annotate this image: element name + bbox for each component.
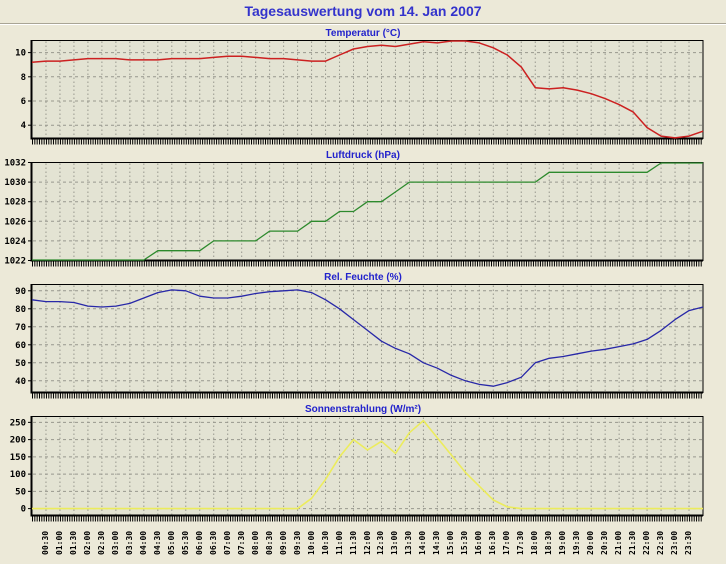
time-label: 04:00: [138, 530, 148, 555]
y-tick-label: 1026: [4, 217, 26, 227]
header-divider: [0, 23, 726, 25]
time-label: 13:30: [404, 530, 414, 555]
time-label: 11:30: [348, 530, 358, 555]
time-label: 18:00: [530, 530, 540, 555]
page-header: Tagesauswertung vom 14. Jan 2007: [0, 0, 726, 23]
chart-temperatur: Temperatur (°C) 4 6 8 10: [0, 28, 726, 147]
time-label: 02:30: [96, 530, 106, 555]
time-label: 12:00: [362, 530, 372, 555]
time-label: 20:00: [586, 530, 596, 555]
chart-title-temperatur: Temperatur (°C): [325, 28, 401, 39]
time-label: 06:30: [208, 530, 218, 555]
chart-title-luftdruck: Luftdruck (hPa): [326, 150, 400, 161]
time-label: 01:30: [68, 530, 78, 555]
time-label: 21:00: [614, 530, 624, 555]
y-tick-label: 50: [15, 359, 26, 369]
y-tick-label: 60: [15, 341, 26, 351]
time-label: 15:00: [446, 530, 456, 555]
time-label: 04:30: [152, 530, 162, 555]
y-tick-label: 1028: [4, 198, 26, 208]
y-tick-label: 1030: [4, 178, 26, 188]
time-label: 22:30: [656, 530, 666, 555]
time-label: 03:30: [124, 530, 134, 555]
y-tick-label: 200: [10, 436, 26, 446]
time-label: 14:30: [432, 530, 442, 555]
time-axis-labels: 00:30 01:00 01:30 02:00 02:30 03:00 03:30 04:00…: [0, 524, 726, 560]
chart-title-rel-feuchte: Rel. Feuchte (%): [324, 272, 402, 283]
time-label: 09:00: [278, 530, 288, 555]
y-tick-label: 90: [15, 287, 26, 297]
chart-luftdruck: Luftdruck (hPa) 1022 1024 1026 1028 1030 1032: [0, 150, 726, 269]
y-tick-label: 40: [15, 377, 26, 387]
time-label: 00:30: [40, 530, 50, 555]
rel-feuchte-line: [31, 289, 704, 387]
y-tick-label: 1022: [4, 257, 26, 267]
time-label: 19:30: [572, 530, 582, 555]
chart-sonnenstrahlung: Sonnenstrahlung (W/m²) 0 50 100 150 200 250: [0, 404, 726, 524]
page-title: Tagesauswertung vom 14. Jan 2007: [244, 3, 482, 19]
temperatur-line: [31, 40, 704, 139]
time-label: 18:30: [544, 530, 554, 555]
chart-plot-rel-feuchte: 40 50 60 70 80 90: [15, 284, 704, 399]
time-label: 14:00: [418, 530, 428, 555]
time-label: 02:00: [82, 530, 92, 555]
time-label: 08:00: [250, 530, 260, 555]
time-label: 17:00: [502, 530, 512, 555]
y-tick-label: 250: [10, 418, 26, 428]
y-tick-label: 50: [15, 487, 26, 497]
chart-plot-sonnenstrahlung: 0 50 100 150 200 250: [10, 416, 704, 522]
time-label: 23:30: [684, 530, 694, 555]
chart-title-sonnenstrahlung: Sonnenstrahlung (W/m²): [304, 404, 422, 415]
y-tick-label: 6: [21, 97, 26, 107]
time-label: 05:00: [166, 530, 176, 555]
chart-plot-luftdruck: 1022 1024 1026 1028 1030 1032: [4, 159, 704, 267]
y-tick-label: 4: [21, 121, 27, 131]
time-label: 03:00: [110, 530, 120, 555]
time-label: 22:00: [642, 530, 652, 555]
time-label: 16:00: [474, 530, 484, 555]
y-tick-label: 150: [10, 453, 26, 463]
y-tick-label: 10: [15, 49, 26, 59]
time-label: 23:00: [670, 530, 680, 555]
luftdruck-line: [32, 162, 703, 261]
time-label: 10:30: [320, 530, 330, 555]
chart-plot-temperatur: 4 6 8 10: [15, 40, 704, 145]
time-label: 19:00: [558, 530, 568, 555]
y-tick-label: 1032: [4, 159, 26, 169]
time-label: 11:00: [334, 530, 344, 555]
time-label: 09:30: [292, 530, 302, 555]
sonnenstrahlung-line: [32, 419, 703, 510]
time-label: 08:30: [264, 530, 274, 555]
time-label: 12:30: [376, 530, 386, 555]
time-label: 05:30: [180, 530, 190, 555]
time-label: 17:30: [516, 530, 526, 555]
y-tick-label: 1024: [4, 237, 26, 247]
y-tick-label: 8: [21, 73, 26, 83]
time-label: 20:30: [600, 530, 610, 555]
time-label: 15:30: [460, 530, 470, 555]
y-tick-label: 80: [15, 305, 26, 315]
time-label: 13:00: [390, 530, 400, 555]
time-label: 07:00: [222, 530, 232, 555]
time-label: 01:00: [54, 530, 64, 555]
y-tick-label: 100: [10, 470, 26, 480]
time-label: 10:00: [306, 530, 316, 555]
y-tick-label: 0: [21, 505, 26, 515]
y-tick-label: 70: [15, 323, 26, 333]
time-label: 06:00: [194, 530, 204, 555]
time-label: 16:30: [488, 530, 498, 555]
time-label: 07:30: [236, 530, 246, 555]
chart-rel-feuchte: Rel. Feuchte (%) 40 50 60 70 80 90: [0, 272, 726, 401]
time-label: 21:30: [628, 530, 638, 555]
